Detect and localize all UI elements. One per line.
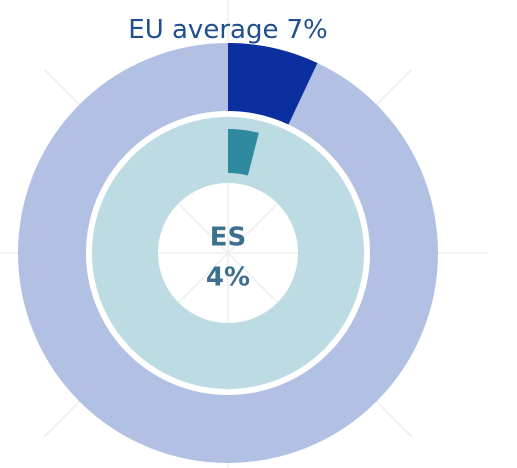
value-label: 7% <box>286 15 327 45</box>
ring-divider <box>87 112 369 394</box>
ring-segment <box>228 129 259 176</box>
series-name: EU average <box>128 15 278 45</box>
center-name: ES <box>210 223 247 253</box>
chart-title: EU average 7% <box>128 15 327 45</box>
ring-segment <box>228 43 318 125</box>
center-value: 4% <box>206 263 250 293</box>
